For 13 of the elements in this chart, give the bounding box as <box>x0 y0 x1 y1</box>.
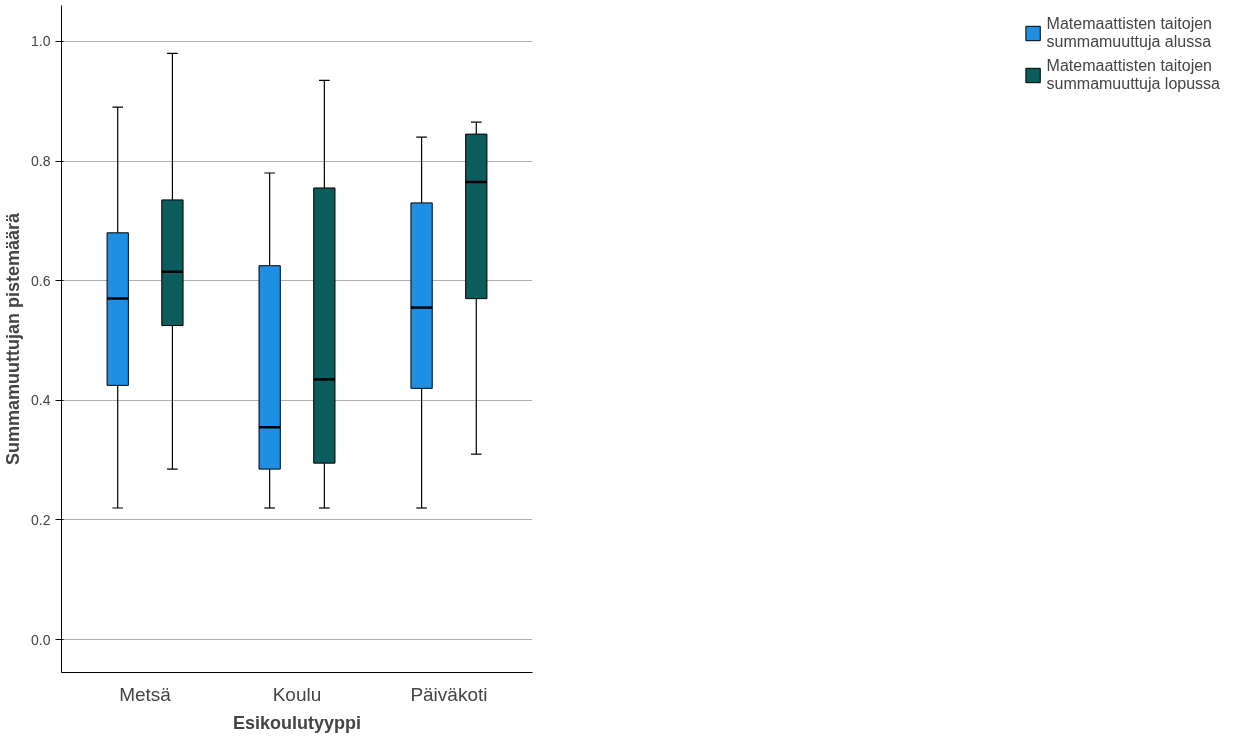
x-tick-label: Koulu <box>272 683 322 705</box>
y-tick-label: 0.2 <box>31 511 51 528</box>
y-tick-label: 0.6 <box>31 272 51 289</box>
y-tick-label: 0.0 <box>31 631 51 648</box>
legend-label: Matemaattisten taitojen summamuuttuja alussa <box>1046 15 1212 51</box>
y-tick-label: 0.8 <box>31 153 51 170</box>
legend-label: Matemaattisten taitojen summamuuttuja lopussa <box>1046 57 1220 93</box>
y-axis-title: Summamuuttujan pistemäärä <box>3 211 24 466</box>
y-tick-label: 1.0 <box>31 33 51 50</box>
x-tick-label: Metsä <box>119 683 172 705</box>
x-axis-title: Esikoulutyyppi <box>232 712 362 733</box>
x-tick-label: Päiväkoti <box>410 683 488 705</box>
y-tick-label: 0.4 <box>31 392 51 409</box>
